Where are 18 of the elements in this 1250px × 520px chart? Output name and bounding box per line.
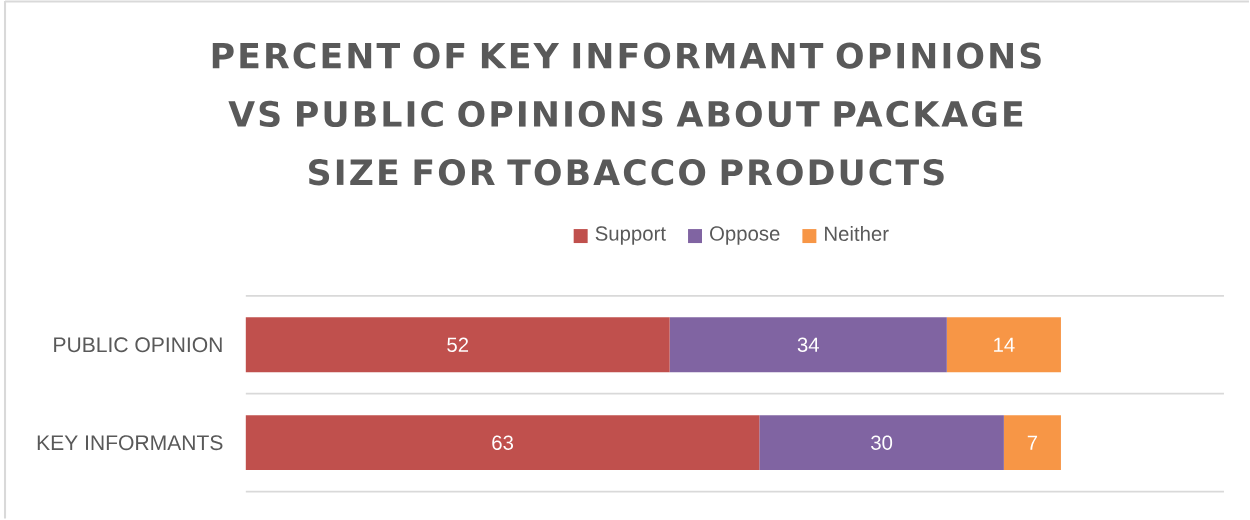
data-label: 52	[447, 337, 469, 353]
data-label: 14	[994, 337, 1015, 352]
data-label: 63	[492, 435, 514, 451]
legend-label: Neither	[825, 226, 889, 242]
y-tick-label: PUBLIC OPINION	[54, 337, 222, 353]
legend-label: Oppose	[710, 226, 780, 245]
bar	[1003, 415, 1061, 471]
data-label: 7	[1027, 435, 1038, 450]
data-label: 34	[797, 337, 819, 353]
bar	[759, 415, 1004, 471]
bar	[245, 415, 760, 471]
y-tick-label: KEY INFORMANTS	[37, 435, 223, 451]
chart-title: PERCENT OF KEY INFORMANT OPINIONS VS PUBLIC OPINIONS ABOUT PACKAGE SIZE FOR TOBACCO PRODUCTS	[212, 42, 1041, 186]
bar	[946, 317, 1061, 373]
legend-label: Support	[595, 226, 666, 245]
bar	[245, 317, 670, 373]
bar	[669, 317, 947, 373]
data-label: 30	[871, 435, 893, 451]
